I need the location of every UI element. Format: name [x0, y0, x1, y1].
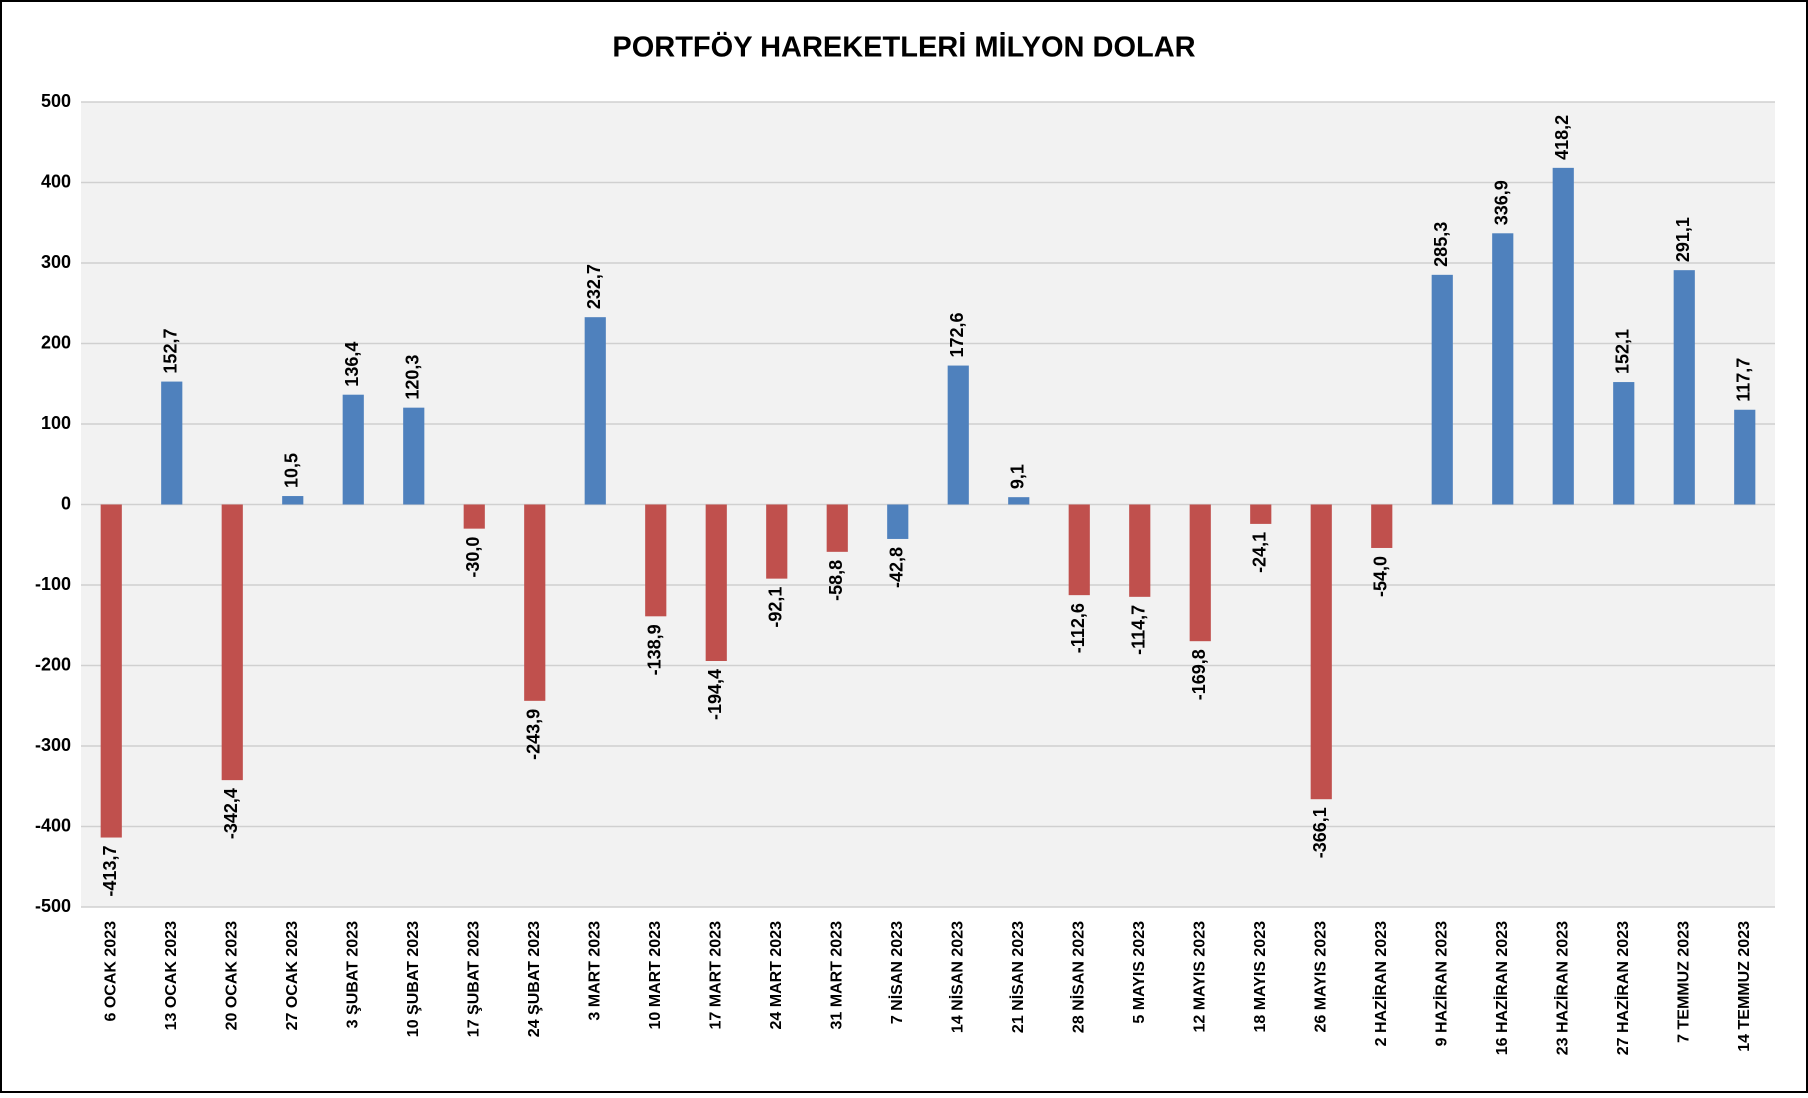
- x-tick-label: 24 MART 2023: [768, 921, 785, 1030]
- x-tick-label: 18 MAYIS 2023: [1252, 921, 1269, 1033]
- x-tick-label: 16 HAZİRAN 2023: [1493, 921, 1511, 1055]
- value-label: -342,4: [221, 788, 241, 839]
- bar: [1431, 274, 1453, 505]
- x-tick-label: 27 HAZİRAN 2023: [1614, 921, 1632, 1055]
- value-label: 418,2: [1552, 115, 1572, 160]
- x-tick-label: 17 ŞUBAT 2023: [465, 921, 482, 1037]
- x-tick-label: 13 OCAK 2023: [163, 921, 180, 1030]
- bar: [1613, 382, 1635, 505]
- y-tick-label: 300: [41, 252, 71, 272]
- value-label: -24,1: [1250, 532, 1270, 573]
- bar: [1008, 497, 1030, 505]
- y-tick-label: -100: [35, 574, 71, 594]
- value-label: 285,3: [1431, 222, 1451, 267]
- value-label: -30,0: [463, 537, 483, 578]
- value-label: 152,7: [161, 329, 181, 374]
- value-label: 120,3: [403, 355, 423, 400]
- bar: [947, 365, 969, 505]
- bar: [766, 504, 788, 579]
- y-tick-label: 100: [41, 413, 71, 433]
- value-label: -169,8: [1189, 649, 1209, 700]
- x-tick-label: 31 MART 2023: [828, 921, 845, 1030]
- y-tick-label: 400: [41, 171, 71, 191]
- x-tick-label: 24 ŞUBAT 2023: [526, 921, 543, 1037]
- x-tick-label: 17 MART 2023: [707, 921, 724, 1030]
- bar: [161, 381, 183, 505]
- x-tick-label: 28 NİSAN 2023: [1069, 921, 1087, 1033]
- value-label: -413,7: [100, 846, 120, 897]
- value-label: 172,6: [947, 313, 967, 358]
- value-label: -54,0: [1371, 556, 1391, 597]
- bar: [1552, 167, 1574, 505]
- x-tick-label: 9 HAZİRAN 2023: [1432, 921, 1450, 1046]
- bar: [1310, 504, 1332, 800]
- bar: [524, 504, 546, 701]
- value-label: 232,7: [584, 264, 604, 309]
- bar: [463, 504, 485, 529]
- y-tick-label: 200: [41, 332, 71, 352]
- bar: [100, 504, 122, 838]
- x-tick-label: 7 TEMMUZ 2023: [1675, 921, 1692, 1043]
- value-label: -243,9: [524, 709, 544, 760]
- y-tick-label: -400: [35, 815, 71, 835]
- value-label: 10,5: [282, 453, 302, 488]
- bar: [584, 317, 606, 505]
- value-label: 291,1: [1673, 217, 1693, 262]
- value-label: 9,1: [1008, 464, 1028, 489]
- x-tick-label: 21 NİSAN 2023: [1009, 921, 1027, 1033]
- bar: [221, 504, 243, 781]
- x-tick-label: 5 MAYIS 2023: [1131, 921, 1148, 1024]
- x-tick-label: 6 OCAK 2023: [102, 921, 119, 1022]
- value-label: -194,4: [705, 669, 725, 720]
- y-tick-label: 0: [61, 493, 71, 513]
- bar: [342, 394, 364, 505]
- bar: [1673, 270, 1695, 505]
- x-tick-label: 10 MART 2023: [647, 921, 664, 1030]
- bar: [403, 407, 425, 505]
- value-label: -366,1: [1310, 807, 1330, 858]
- x-tick-label: 27 OCAK 2023: [284, 921, 301, 1030]
- bar: [887, 504, 909, 539]
- value-label: 117,7: [1734, 358, 1754, 402]
- value-label: -114,7: [1129, 605, 1149, 655]
- value-label: -92,1: [766, 587, 786, 628]
- x-tick-label: 10 ŞUBAT 2023: [405, 921, 422, 1037]
- x-tick-label: 14 NİSAN 2023: [948, 921, 966, 1033]
- bar: [1189, 504, 1211, 642]
- value-label: 152,1: [1613, 329, 1633, 374]
- x-tick-label: 20 OCAK 2023: [223, 921, 240, 1030]
- value-label: 136,4: [342, 342, 362, 387]
- value-label: -138,9: [645, 624, 665, 675]
- y-tick-label: 500: [41, 91, 71, 111]
- bar: [826, 504, 848, 552]
- bar: [705, 504, 727, 661]
- bar: [1129, 504, 1151, 597]
- x-tick-label: 12 MAYIS 2023: [1191, 921, 1208, 1033]
- bar: [282, 496, 304, 505]
- value-label: -58,8: [826, 560, 846, 601]
- x-tick-label: 3 ŞUBAT 2023: [344, 921, 361, 1028]
- x-tick-label: 2 HAZİRAN 2023: [1372, 921, 1390, 1046]
- value-label: 336,9: [1492, 180, 1512, 225]
- value-label: -42,8: [887, 547, 907, 588]
- bar: [1068, 504, 1090, 596]
- bar: [1492, 233, 1514, 505]
- bar: [1250, 504, 1272, 524]
- bar: [645, 504, 667, 617]
- y-tick-label: -300: [35, 735, 71, 755]
- x-tick-label: 7 NİSAN 2023: [888, 921, 906, 1024]
- x-tick-label: 26 MAYIS 2023: [1312, 921, 1329, 1033]
- x-tick-label: 3 MART 2023: [586, 921, 603, 1021]
- x-tick-label: 23 HAZİRAN 2023: [1553, 921, 1571, 1055]
- chart-title: PORTFÖY HAREKETLERİ MİLYON DOLAR: [612, 31, 1195, 64]
- x-tick-label: 14 TEMMUZ 2023: [1736, 921, 1753, 1052]
- bar: [1371, 504, 1393, 548]
- y-tick-label: -200: [35, 654, 71, 674]
- value-label: -112,6: [1068, 603, 1088, 653]
- bar: [1734, 409, 1756, 505]
- y-tick-label: -500: [35, 896, 71, 916]
